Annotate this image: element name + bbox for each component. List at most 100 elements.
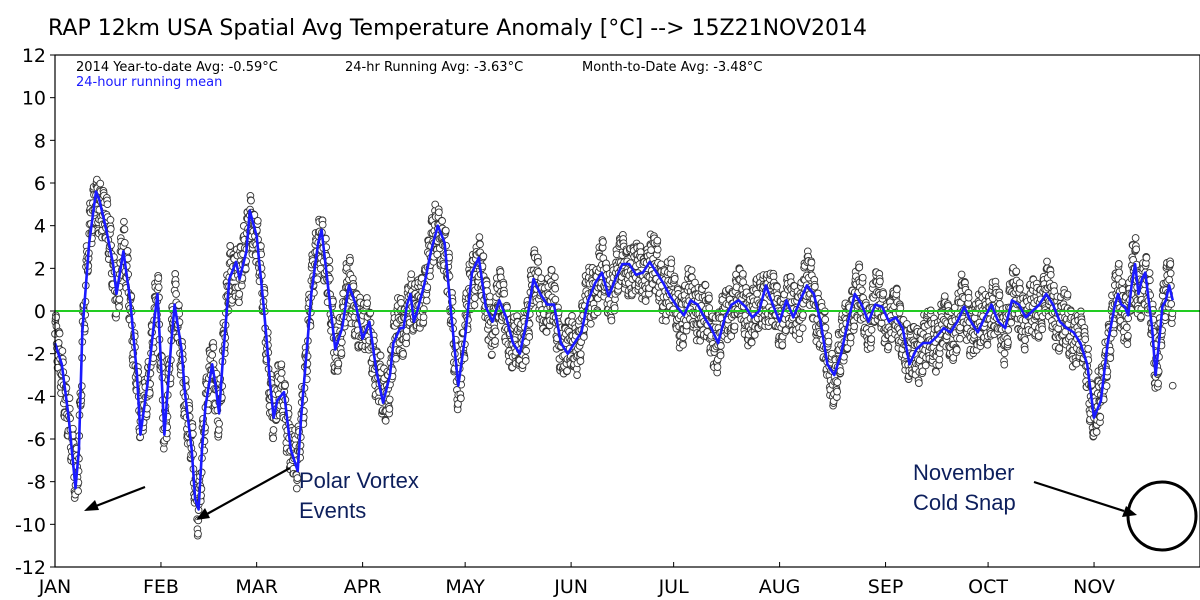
data-point [500,289,509,298]
data-point [58,347,67,355]
data-point [399,350,407,358]
data-point [867,325,876,334]
data-point [476,240,484,249]
chart-title: RAP 12km USA Spatial Avg Temperature Ano… [48,16,867,41]
data-point [479,252,488,261]
data-point [522,346,530,355]
data-point [750,331,759,339]
data-point [940,292,949,301]
data-point [836,367,845,375]
data-point [120,225,129,234]
data-point [705,294,713,303]
data-point [1154,379,1162,388]
data-point [1000,360,1009,369]
data-point [407,270,416,279]
data-point [551,295,560,304]
annotation-november-line1: November [913,460,1014,485]
data-point [607,316,616,325]
data-point [586,319,595,328]
data-point [662,316,670,325]
data-point [799,311,807,319]
x-tick-label: JUL [658,576,690,598]
y-tick-label: -2 [27,344,46,366]
data-point [807,258,816,267]
data-point [154,274,163,282]
data-point [667,259,676,268]
data-point [381,416,390,425]
data-point [593,308,602,317]
data-point [235,290,244,298]
data-point [491,327,500,336]
data-point [337,349,346,357]
data-point [292,484,301,493]
data-point [194,529,202,538]
x-tick-label: APR [344,576,382,598]
legend-running-mean: 24-hour running mean [76,75,222,90]
plot-frame [54,54,1200,568]
data-point [475,233,484,241]
data-point [488,350,496,359]
data-point [850,322,859,331]
data-point [670,274,679,283]
data-point [935,355,944,364]
data-point [1000,349,1009,358]
data-point [821,315,830,324]
data-point [1166,269,1175,278]
data-point [521,357,530,365]
data-point [687,266,696,275]
data-point [1063,290,1072,299]
annotation-circle [1126,480,1198,552]
data-point [346,256,354,265]
data-point [647,246,655,254]
data-point [534,258,542,266]
data-point [580,333,588,341]
data-point [253,216,262,225]
data-point [115,303,123,311]
data-point [392,354,400,363]
data-point [653,245,662,254]
data-point [334,359,343,368]
y-axis: 12 10 8 6 4 2 0 -2 -4 -6 -8 -10 -12 [15,45,55,579]
data-point [1122,323,1131,332]
data-point [325,256,334,265]
y-tick-label: -10 [15,514,46,536]
y-tick-label: 8 [34,130,46,152]
data-point [120,217,128,226]
y-tick-label: 12 [22,45,46,67]
data-point [833,378,842,387]
data-point [563,367,571,375]
data-point [1092,428,1101,436]
data-point [1166,260,1175,268]
data-point [470,294,479,302]
data-point [739,270,747,278]
annotation-polar-vortex-line2: Events [299,498,366,523]
data-point [435,208,443,217]
data-point [551,284,560,293]
data-point [293,474,302,482]
annotation-november-line2: Cold Snap [913,490,1016,515]
data-point [811,282,819,291]
data-point [679,333,688,342]
data-point [457,394,465,403]
data-point [1081,335,1090,344]
data-point [653,236,662,245]
data-point [1038,325,1047,334]
x-tick-label: SEP [868,576,904,598]
annotation-arrow-feb [196,467,291,520]
y-tick-label: -6 [27,429,46,451]
data-point [1043,257,1051,266]
data-point [1102,382,1111,390]
data-point [525,333,534,341]
data-point [1016,285,1024,293]
data-point [1115,268,1123,277]
x-tick-label: AUG [759,576,801,598]
data-point [918,367,927,376]
data-point [1165,275,1174,284]
running-mean-line [53,190,1174,511]
data-point [858,286,866,295]
data-point [778,341,787,349]
data-point [269,434,278,443]
data-point [1168,381,1177,390]
data-point [363,299,372,308]
y-tick-label: 2 [34,258,46,280]
